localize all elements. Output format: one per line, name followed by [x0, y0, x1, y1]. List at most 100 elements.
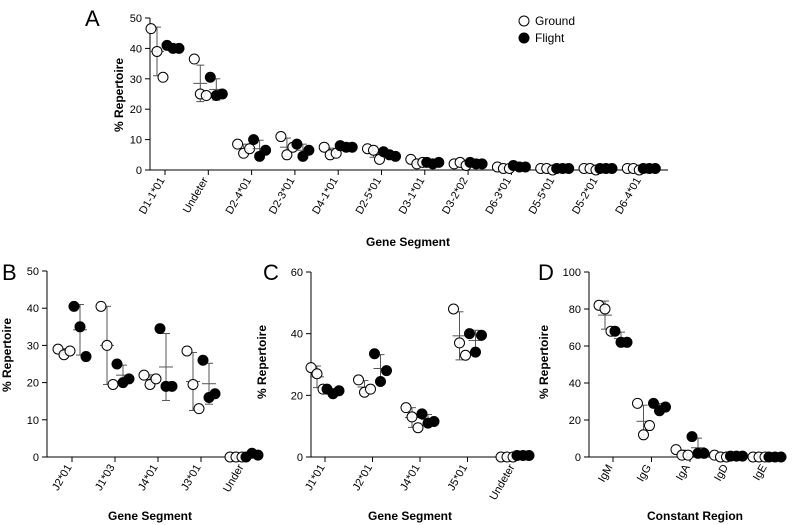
- panel-c-marks: [305, 303, 535, 463]
- panel-a-flight-point: [519, 161, 531, 173]
- panel-a-ground-point: [157, 71, 169, 83]
- panel-b-flight-point: [154, 323, 166, 335]
- panel-d-ytick-label: 60: [569, 341, 581, 353]
- panel-d-ground-point: [638, 429, 649, 441]
- panel-a-ground-point: [275, 131, 287, 143]
- panel-c-ground-point: [311, 368, 323, 380]
- panel-c-flight-point: [476, 329, 487, 341]
- panel-c-ground-point: [460, 349, 471, 361]
- panel-c-flight-point: [381, 365, 392, 377]
- panel-d-category-label: IgE: [751, 463, 770, 483]
- panel-d-flight-point: [698, 447, 710, 459]
- panel-a-category-label: D4-1*01: [310, 176, 341, 217]
- panel-c-ytick-label: 20: [291, 390, 303, 402]
- panel-c-ground-point: [353, 374, 364, 386]
- panel-d-ytick-label: 80: [569, 304, 581, 316]
- panel-a-flight-point: [248, 134, 260, 146]
- panel-b-ytick-label: 30: [27, 340, 39, 352]
- legend: Ground Flight: [518, 14, 575, 45]
- panel-b-marks: [52, 300, 264, 463]
- panel-b-flight-point: [123, 373, 135, 385]
- panel-c-flight-point: [470, 346, 481, 358]
- panel-d-category-label: IgM: [596, 463, 616, 485]
- panel-c-flight-point: [416, 408, 428, 420]
- panel-c: C % Repertoire Gene Segment 0 20 40 60 J1*01…: [255, 260, 535, 523]
- panel-b-xlabel: Gene Segment: [108, 509, 192, 523]
- panel-d-flight-point: [737, 450, 748, 462]
- panel-a-category-label: D6-3*01: [483, 176, 514, 217]
- panel-a-ground-point: [281, 149, 293, 161]
- panel-a-flight-point: [173, 42, 185, 54]
- panel-a-flight-point: [260, 144, 272, 156]
- panel-a: A % Repertoire Gene Segment 0 10 20 30 40 50 D…: [85, 6, 668, 249]
- panel-c-ytick-label: 60: [291, 267, 303, 279]
- panel-a-ylabel: % Repertoire: [112, 58, 126, 132]
- panel-c-category-label: J5*01: [446, 463, 470, 493]
- panel-b-ground-point: [193, 403, 205, 415]
- legend-ground-marker: [518, 15, 530, 27]
- panel-a-flight-point: [476, 158, 488, 170]
- panel-b-ground-point: [107, 378, 119, 390]
- panel-b-axes: 0 10 20 30 40 50 J2*01 J1*03 J4*01 J3*01 Under: [27, 266, 255, 494]
- panel-d: D % Repertoire Constant Region 0 20 40 60 80…: [537, 260, 787, 523]
- panel-b-flight-point: [74, 321, 86, 333]
- panel-d-ylabel: % Repertoire: [537, 325, 551, 399]
- panel-b-flight-point: [252, 449, 264, 461]
- panel-b-ytick-label: 20: [27, 378, 39, 390]
- panel-b-ground-point: [138, 369, 150, 381]
- panel-a-ytick-label: 10: [130, 135, 142, 147]
- panel-a-category-label: Undeter: [181, 175, 211, 215]
- panel-b-ytick-label: 40: [27, 303, 39, 315]
- panel-a-flight-point: [649, 162, 661, 174]
- panel-b-ytick-label: 50: [27, 266, 39, 278]
- panel-a-category-label: D1-1*01: [137, 176, 168, 217]
- panel-b-ylabel: % Repertoire: [0, 318, 14, 392]
- panel-b-ground-point: [95, 300, 107, 312]
- panel-a-flight-point: [303, 144, 315, 156]
- panel-c-category-label: Undeter: [488, 462, 518, 502]
- panel-letter-c: C: [263, 260, 279, 285]
- panel-d-category-label: IgG: [635, 463, 654, 484]
- panel-c-flight-point: [369, 348, 380, 360]
- legend-ground-label: Ground: [535, 14, 575, 28]
- panel-c-flight-point: [428, 416, 440, 428]
- panel-d-flight-point: [609, 325, 621, 337]
- panel-b-ground-point: [187, 378, 199, 390]
- panel-b-ytick-label: 10: [27, 415, 39, 427]
- panel-a-category-label: D5-2*01: [570, 176, 601, 217]
- panel-b-category-label: J2*01: [50, 463, 74, 493]
- panel-d-ytick-label: 0: [575, 452, 581, 464]
- panel-c-flight-point: [333, 385, 345, 397]
- panel-d-xlabel: Constant Region: [647, 509, 743, 523]
- panel-a-flight-point: [606, 162, 618, 174]
- panel-c-ground-point: [406, 411, 418, 423]
- panel-c-ground-point: [365, 383, 376, 395]
- panel-a-xlabel: Gene Segment: [366, 235, 450, 249]
- panel-d-ytick-label: 40: [569, 378, 581, 390]
- panel-b-flight-point: [209, 388, 221, 400]
- panel-d-ytick-label: 20: [569, 415, 581, 427]
- panel-a-flight-point: [433, 156, 445, 168]
- panel-b: B % Repertoire Gene Segment 0 10 20 30 40 50 J…: [0, 260, 264, 523]
- panel-a-category-label: D2-4*01: [224, 176, 255, 217]
- panel-d-ytick-label: 100: [563, 267, 581, 279]
- panel-b-category-label: Under: [221, 462, 247, 494]
- panel-b-flight-point: [197, 354, 209, 366]
- panel-d-category-label: IgD: [712, 462, 731, 483]
- panel-b-category-label: J3*01: [179, 463, 203, 493]
- panel-c-ground-point: [412, 422, 424, 434]
- panel-b-ground-point: [150, 373, 162, 385]
- panel-b-flight-point: [111, 358, 123, 370]
- panel-a-flight-point: [390, 150, 401, 162]
- panel-b-ground-point: [181, 345, 193, 357]
- panel-c-ground-point: [400, 402, 412, 414]
- panel-a-ground-point: [188, 53, 200, 65]
- panel-a-ground-point: [145, 23, 157, 35]
- panel-c-category-label: J4*01: [398, 463, 422, 493]
- panel-a-marks: [145, 23, 661, 176]
- panel-d-category-label: IgA: [674, 462, 693, 483]
- panel-d-ground-point: [599, 303, 611, 315]
- panel-c-ylabel: % Repertoire: [255, 325, 269, 399]
- panel-a-category-label: D6-4*01: [613, 176, 644, 217]
